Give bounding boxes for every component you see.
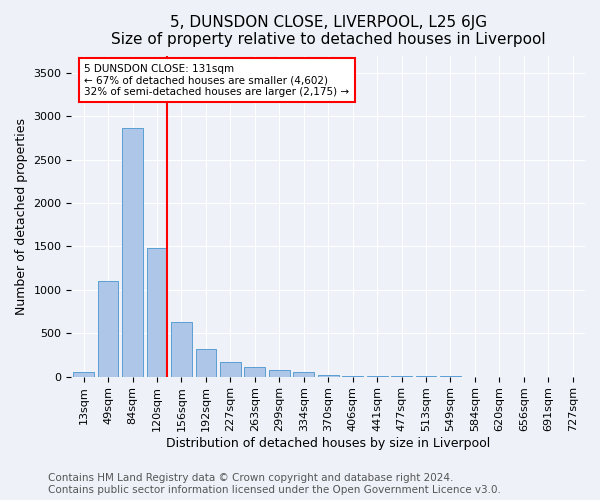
Bar	[98, 281, 118, 376]
Bar	[293, 372, 314, 376]
X-axis label: Distribution of detached houses by size in Liverpool: Distribution of detached houses by size …	[166, 437, 490, 450]
Bar	[146, 248, 167, 376]
Bar	[73, 372, 94, 376]
Bar	[244, 368, 265, 376]
Bar	[122, 128, 143, 376]
Bar	[196, 349, 217, 376]
Y-axis label: Number of detached properties: Number of detached properties	[15, 118, 28, 314]
Bar	[318, 375, 338, 376]
Bar	[269, 370, 290, 376]
Text: Contains HM Land Registry data © Crown copyright and database right 2024.
Contai: Contains HM Land Registry data © Crown c…	[48, 474, 501, 495]
Title: 5, DUNSDON CLOSE, LIVERPOOL, L25 6JG
Size of property relative to detached house: 5, DUNSDON CLOSE, LIVERPOOL, L25 6JG Siz…	[111, 15, 545, 48]
Bar	[171, 322, 192, 376]
Text: 5 DUNSDON CLOSE: 131sqm
← 67% of detached houses are smaller (4,602)
32% of semi: 5 DUNSDON CLOSE: 131sqm ← 67% of detache…	[84, 64, 349, 96]
Bar	[220, 362, 241, 376]
